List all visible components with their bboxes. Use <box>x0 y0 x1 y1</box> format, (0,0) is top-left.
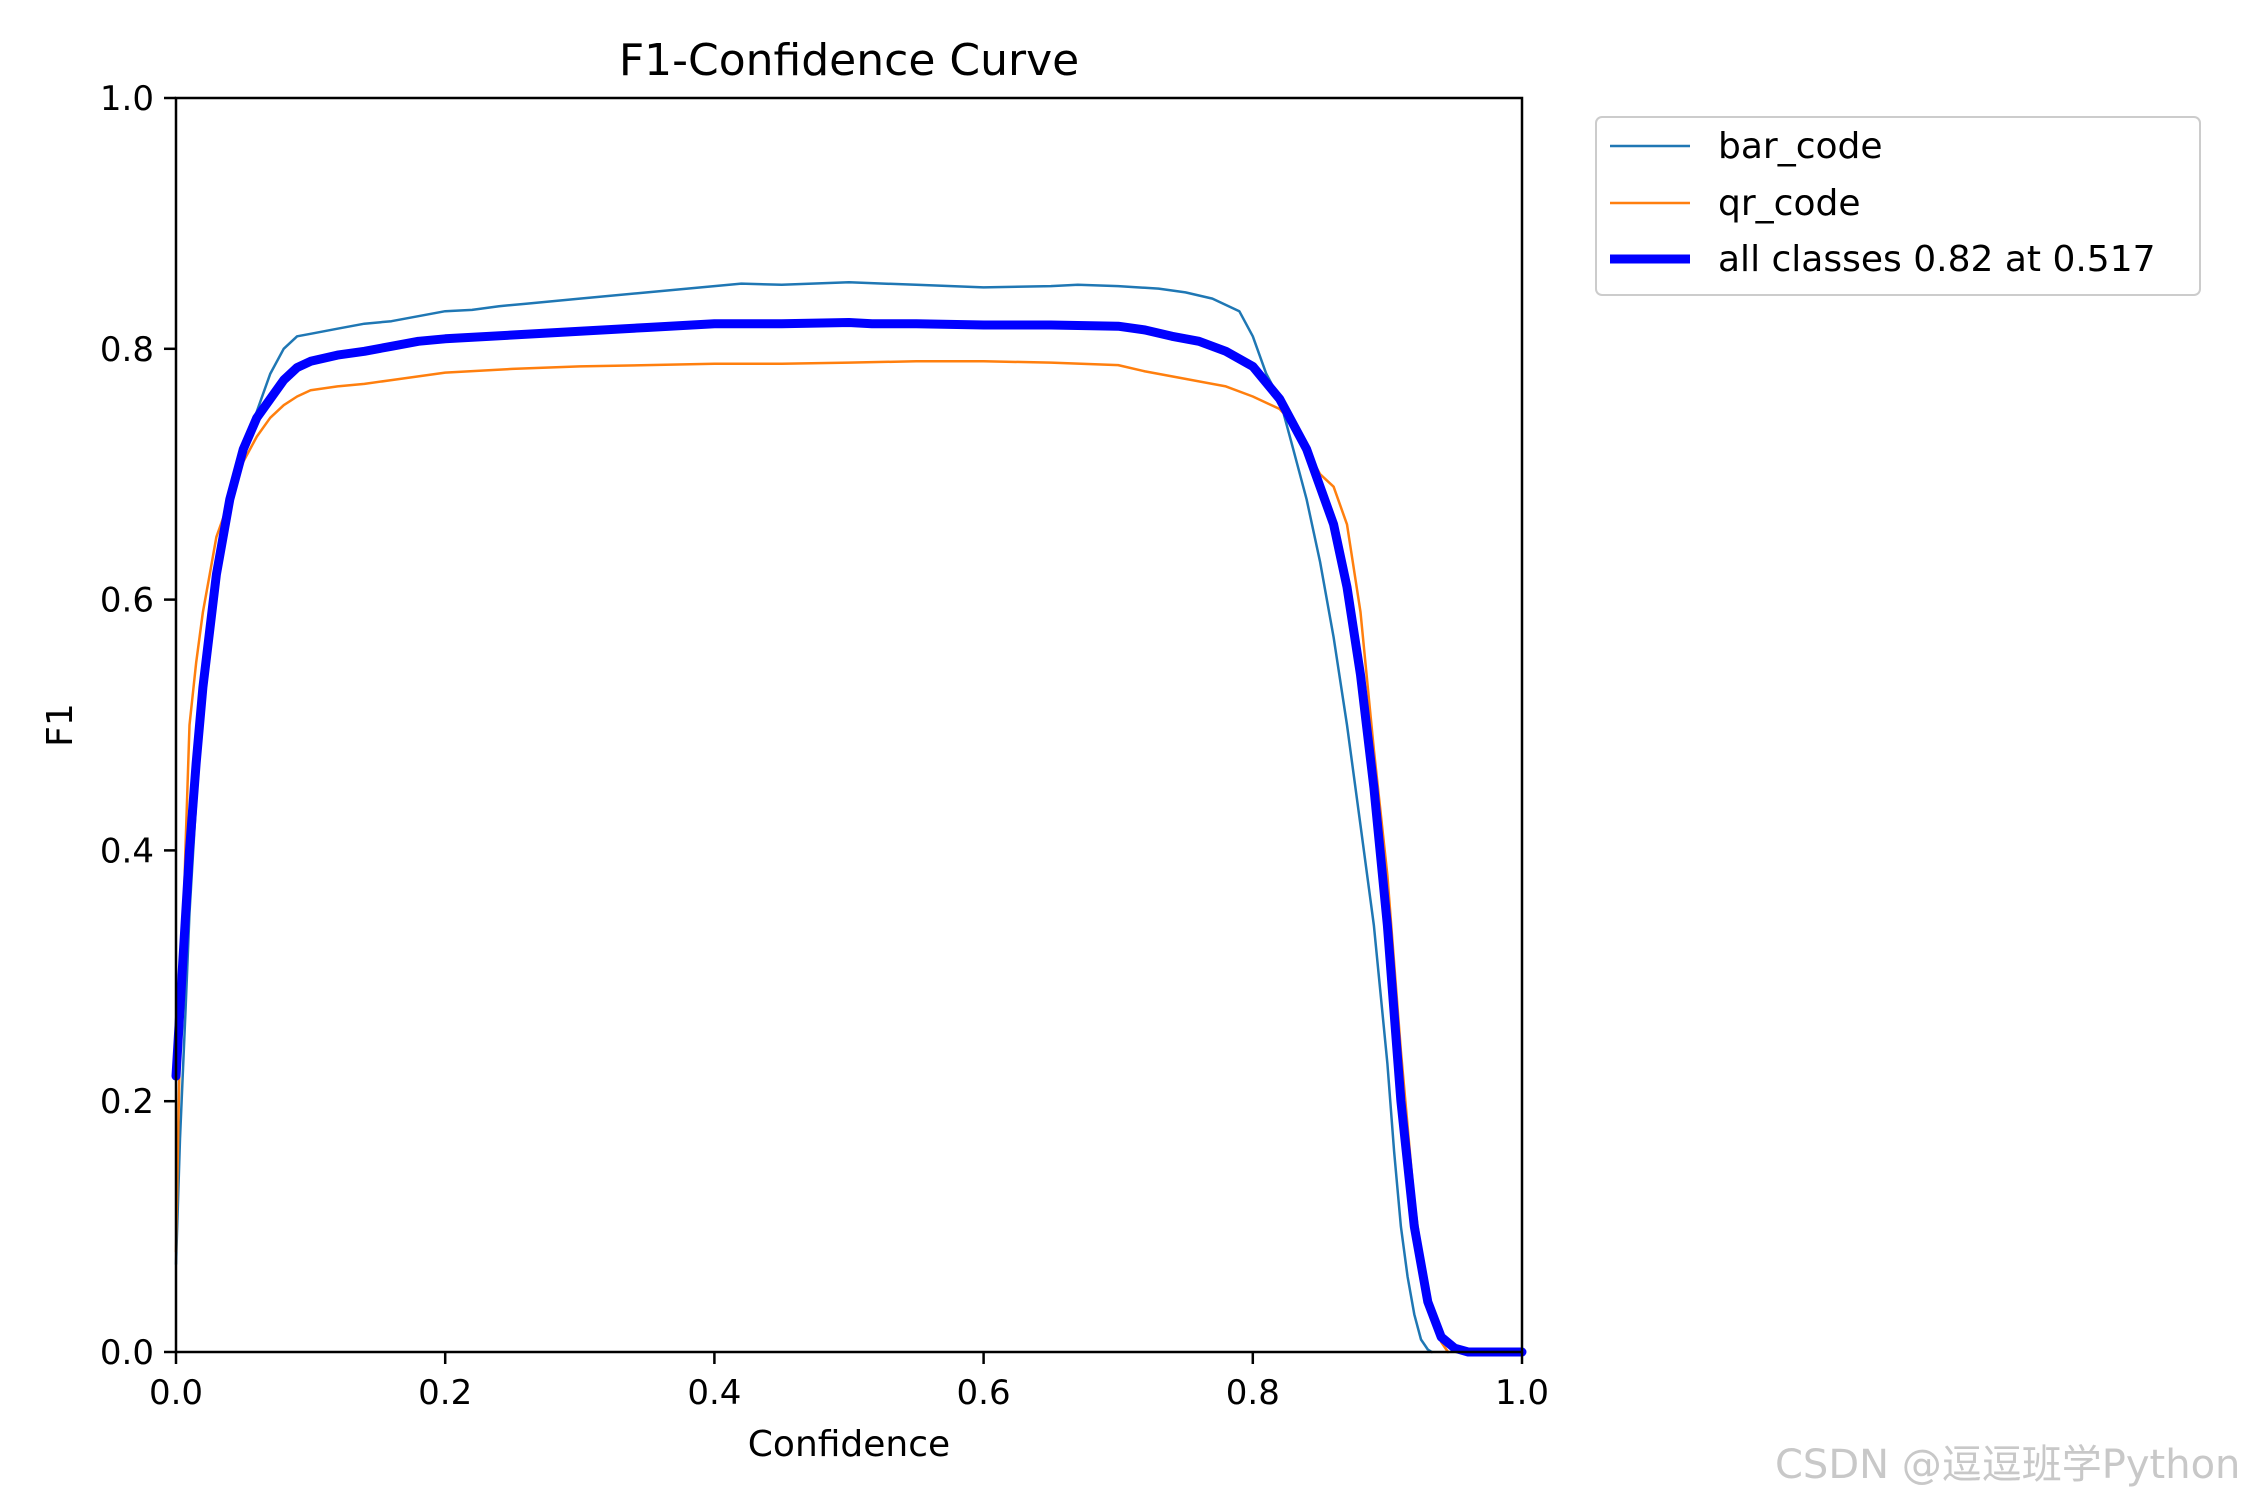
y-tick-label: 0.4 <box>100 831 154 871</box>
legend-label-bar-code: bar_code <box>1718 126 1883 167</box>
legend-label-qr-code: qr_code <box>1718 183 1860 224</box>
y-tick-label: 1.0 <box>100 79 154 119</box>
series-line-all-classes <box>171 318 1527 1357</box>
x-tick-label: 0.0 <box>149 1373 203 1413</box>
y-tick-label: 0.2 <box>100 1082 154 1122</box>
y-axis: 0.0 0.2 0.4 0.6 0.8 1.0 <box>100 79 176 1373</box>
x-tick-label: 0.6 <box>957 1373 1011 1413</box>
x-tick-label: 0.2 <box>418 1373 472 1413</box>
plot-frame <box>174 96 1524 1354</box>
y-tick-label: 0.6 <box>100 581 154 621</box>
y-tick-label: 0.0 <box>100 1333 154 1373</box>
y-tick-label: 0.8 <box>100 330 154 370</box>
y-axis-label: F1 <box>40 703 81 747</box>
legend: bar_code qr_code all classes 0.82 at 0.5… <box>1595 116 2201 296</box>
x-axis-label: Confidence <box>748 1424 950 1465</box>
watermark-text: CSDN @逗逗班学Python <box>1775 1442 2241 1488</box>
series-line-bar-code <box>174 281 1434 1354</box>
x-tick-label: 1.0 <box>1495 1373 1549 1413</box>
x-tick-label: 0.8 <box>1226 1373 1280 1413</box>
legend-box <box>1595 116 2201 296</box>
series-layer <box>171 281 1527 1357</box>
x-tick-label: 0.4 <box>687 1373 741 1413</box>
chart-title: F1-Confidence Curve <box>619 35 1079 86</box>
series-line-qr-code <box>174 360 1450 1354</box>
legend-label-all-classes: all classes 0.82 at 0.517 <box>1718 239 2156 280</box>
x-axis: 0.0 0.2 0.4 0.6 0.8 1.0 <box>149 1352 1549 1413</box>
